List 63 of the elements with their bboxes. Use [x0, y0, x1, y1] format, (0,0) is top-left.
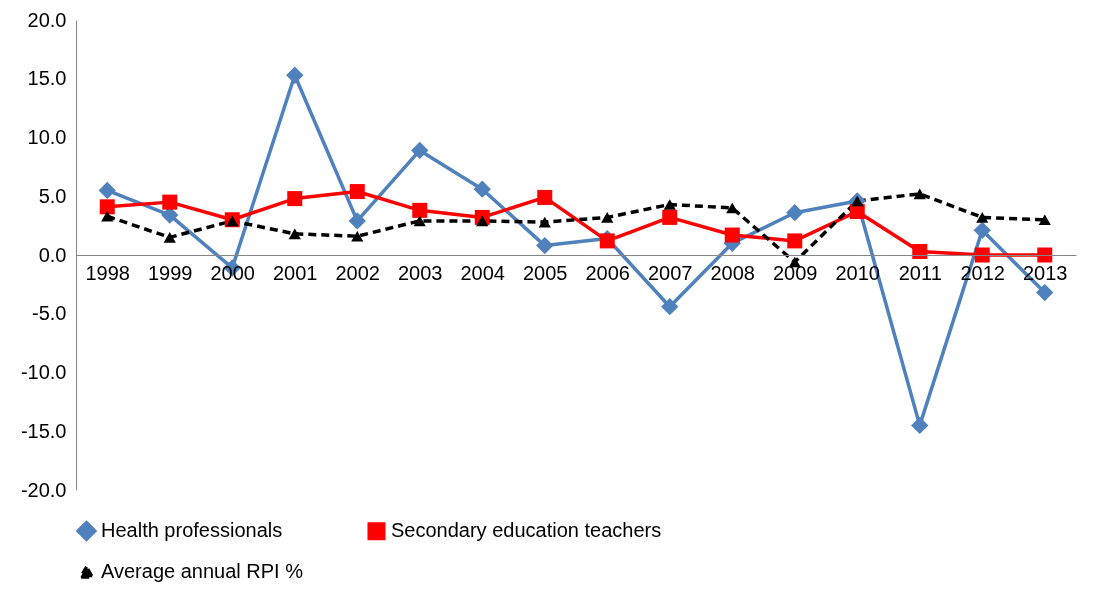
- point: [661, 298, 679, 316]
- y-tick-label: -15.0: [20, 419, 67, 442]
- point: [912, 243, 928, 259]
- y-tick-label: -20.0: [20, 478, 67, 501]
- point: [98, 181, 116, 200]
- point: [973, 221, 991, 239]
- point: [662, 209, 678, 225]
- y-tick-label: 10.0: [27, 126, 67, 148]
- x-tick-label: 2004: [460, 261, 505, 284]
- y-tick-label: 0.0: [38, 243, 67, 266]
- point: [913, 188, 926, 200]
- x-tick-label: 2005: [523, 261, 568, 284]
- point: [99, 199, 115, 215]
- y-tick-label: 20.0: [27, 8, 67, 31]
- point: [663, 199, 676, 210]
- y-tick-label: 15.0: [27, 67, 67, 90]
- x-tick-label: 2007: [648, 261, 693, 284]
- point: [476, 215, 489, 227]
- y-tick-label: -5.0: [32, 302, 67, 325]
- point: [348, 212, 366, 230]
- point: [288, 228, 301, 240]
- point: [974, 247, 990, 263]
- legend-label: Secondary education teachers: [391, 519, 662, 542]
- point: [599, 233, 615, 249]
- point: [101, 210, 114, 222]
- x-tick-label: 2000: [210, 261, 255, 284]
- x-tick-label: 2001: [273, 261, 318, 284]
- x-tick-label: 2006: [585, 261, 630, 284]
- point: [473, 180, 491, 198]
- x-tick-label: 1999: [148, 261, 193, 284]
- x-tick-label: 2008: [710, 261, 755, 284]
- point: [538, 216, 551, 228]
- point: [786, 204, 804, 222]
- point: [1036, 283, 1054, 302]
- point: [911, 416, 929, 435]
- x-tick-label: 2011: [898, 261, 942, 284]
- point: [787, 233, 803, 249]
- x-tick-label: 1998: [85, 261, 130, 284]
- x-tick-label: 2003: [398, 261, 443, 284]
- point: [349, 184, 365, 200]
- x-tick-label: 2002: [335, 261, 380, 284]
- y-tick-label: 5.0: [38, 184, 67, 207]
- y-tick-label: -10.0: [20, 361, 67, 383]
- legend-label: Health professionals: [101, 518, 283, 541]
- point: [1038, 214, 1051, 226]
- point: [286, 66, 304, 84]
- point: [601, 212, 614, 223]
- point: [351, 230, 364, 242]
- point: [537, 189, 553, 205]
- point: [163, 232, 176, 243]
- point: [287, 191, 303, 207]
- point: [413, 215, 426, 227]
- point: [411, 141, 429, 160]
- legend-label: Average annual RPI %: [101, 560, 304, 582]
- point: [849, 204, 865, 220]
- point: [724, 227, 740, 243]
- x-tick-label: 2013: [1023, 261, 1068, 284]
- point: [412, 202, 428, 218]
- point: [1037, 247, 1053, 263]
- point: [976, 212, 989, 223]
- x-tick-label: 2009: [773, 261, 818, 284]
- point: [536, 236, 554, 255]
- point: [162, 194, 178, 210]
